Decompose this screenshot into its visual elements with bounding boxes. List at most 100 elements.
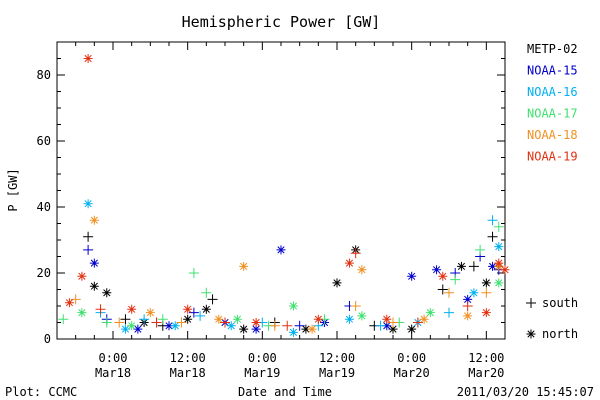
north-point (357, 311, 367, 321)
data-points (58, 54, 510, 337)
south-point (350, 301, 361, 311)
south-point (475, 244, 486, 255)
south-point (282, 320, 293, 331)
marker-legend-entry: north (526, 327, 578, 341)
south-point (487, 215, 498, 226)
south-point (462, 301, 473, 311)
north-point (83, 199, 93, 209)
legend-entry: NOAA-15 (527, 64, 578, 78)
south-point (350, 248, 361, 259)
x-tick-label-time: 12:00 (170, 351, 206, 365)
north-point (463, 311, 473, 321)
north-point (481, 308, 491, 318)
series-noaa-18 (70, 215, 504, 334)
north-point (344, 258, 354, 268)
y-axis-label: P [GW] (6, 168, 20, 211)
legend-entry: METP-02 (527, 42, 578, 56)
north-point (183, 314, 193, 324)
marker-legend: south north (526, 296, 578, 341)
y-tick-label: 80 (37, 68, 51, 82)
south-point (450, 274, 461, 285)
north-point (183, 304, 193, 314)
north-point (133, 324, 143, 334)
x-axis: 0:00Mar1812:00Mar180:00Mar1912:00Mar190:… (56, 42, 506, 380)
south-point (412, 317, 423, 328)
north-point (494, 258, 504, 268)
north-point (89, 281, 99, 291)
north-point (382, 321, 392, 331)
north-point (388, 324, 398, 334)
series-noaa-17 (58, 221, 504, 331)
y-axis: 0 20 40 60 80 (37, 41, 505, 346)
north-point (164, 321, 174, 331)
marker-legend-entry: south (526, 296, 578, 310)
y-tick-label: 60 (37, 134, 51, 148)
south-point (294, 320, 305, 331)
x-tick-label-date: Mar18 (95, 366, 131, 380)
south-point (176, 317, 187, 328)
south-point (120, 314, 131, 325)
y-tick-label: 0 (44, 332, 51, 346)
south-point (468, 261, 479, 272)
north-point (127, 304, 137, 314)
x-tick-label-time: 12:00 (319, 351, 355, 365)
series-noaa-19 (64, 54, 510, 331)
north-point (407, 324, 417, 334)
south-point (207, 294, 218, 305)
south-point (201, 287, 212, 298)
north-point (301, 324, 311, 334)
south-point (444, 287, 454, 298)
north-point (425, 308, 435, 318)
north-point (239, 324, 249, 334)
north-point (407, 271, 417, 281)
south-point (114, 317, 125, 328)
south-point (481, 287, 492, 298)
south-point (101, 317, 112, 328)
south-point (487, 231, 498, 242)
north-point (226, 321, 236, 331)
x-tick-label-date: Mar19 (319, 366, 355, 380)
south-point (157, 314, 168, 325)
north-point (251, 318, 261, 327)
south-point (493, 221, 504, 232)
plot-frame (56, 41, 506, 340)
north-point (494, 278, 504, 288)
south-point (139, 314, 150, 325)
north-point (214, 314, 224, 324)
south-point (220, 317, 230, 328)
south-point (437, 284, 448, 295)
series-metp-02 (83, 231, 504, 334)
marker-legend-label: north (542, 327, 578, 341)
north-point (332, 278, 342, 288)
series-noaa-16 (83, 199, 504, 337)
y-tick-label: 20 (37, 266, 51, 280)
x-tick-label-time: 0:00 (248, 351, 277, 365)
south-point (375, 320, 386, 331)
north-point (120, 324, 130, 334)
south-point (95, 304, 106, 315)
south-point (83, 231, 94, 242)
north-point (239, 261, 249, 271)
legend-entry: NOAA-16 (527, 85, 578, 99)
series-legend: METP-02 NOAA-15 NOAA-16 NOAA-17 NOAA-18 NOAA-… (527, 42, 578, 164)
north-point (89, 215, 99, 225)
x-axis-label: Date and Time (238, 385, 332, 399)
legend-entry: NOAA-18 (527, 128, 578, 142)
legend-entry: NOAA-19 (527, 150, 578, 164)
marker-legend-label: south (542, 296, 578, 310)
south-point (151, 317, 162, 328)
north-point (307, 324, 317, 334)
plot-credit: Plot: CCMC (5, 385, 77, 399)
north-point (438, 271, 448, 281)
south-point (83, 244, 94, 255)
north-point (288, 327, 298, 337)
x-tick-label-time: 0:00 (397, 351, 426, 365)
north-point (432, 265, 442, 275)
south-point (188, 268, 199, 278)
north-point (488, 261, 498, 271)
north-point (232, 314, 242, 324)
north-point (419, 314, 429, 324)
south-point (58, 314, 69, 325)
north-point (64, 298, 74, 308)
